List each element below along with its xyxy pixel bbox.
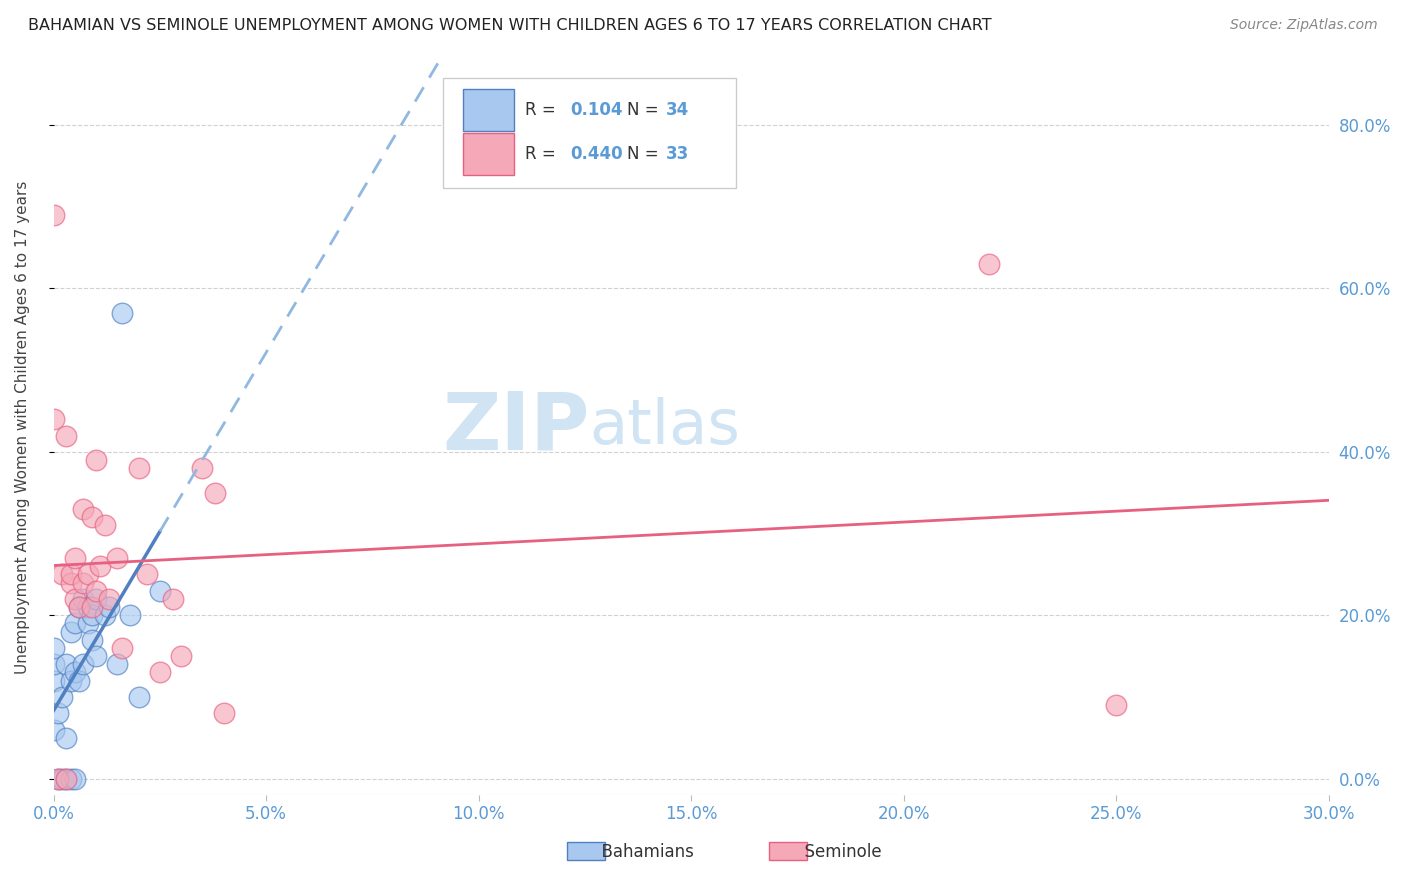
Text: 0.440: 0.440: [569, 145, 623, 162]
Point: [42, 640, 65, 655]
Point: [93, 518, 115, 533]
Y-axis label: Unemployment Among Women with Children Ages 6 to 17 years: Unemployment Among Women with Children A…: [15, 181, 30, 674]
Point: [84, 453, 107, 467]
Text: 34: 34: [665, 101, 689, 119]
Text: 33: 33: [665, 145, 689, 162]
Point: [170, 649, 193, 664]
Point: [76, 616, 98, 631]
Point: [59, 575, 82, 590]
FancyBboxPatch shape: [463, 89, 515, 131]
Point: [55, 731, 77, 745]
Point: [46, 772, 69, 786]
Point: [204, 485, 226, 500]
Point: [59, 567, 82, 582]
Point: [84, 591, 107, 606]
Point: [1105, 698, 1128, 713]
Point: [76, 567, 98, 582]
Point: [191, 461, 214, 475]
Text: Source: ZipAtlas.com: Source: ZipAtlas.com: [1230, 18, 1378, 32]
Point: [977, 257, 1000, 271]
Point: [105, 551, 128, 566]
FancyBboxPatch shape: [463, 133, 515, 175]
Point: [84, 649, 107, 664]
Point: [80, 632, 103, 647]
Text: atlas: atlas: [589, 397, 740, 458]
Text: N =: N =: [627, 101, 664, 119]
Point: [51, 567, 73, 582]
Point: [84, 583, 107, 598]
Point: [80, 608, 103, 623]
Point: [51, 772, 73, 786]
Point: [67, 673, 90, 688]
Text: BAHAMIAN VS SEMINOLE UNEMPLOYMENT AMONG WOMEN WITH CHILDREN AGES 6 TO 17 YEARS C: BAHAMIAN VS SEMINOLE UNEMPLOYMENT AMONG …: [28, 18, 991, 33]
Point: [51, 690, 73, 704]
Point: [46, 706, 69, 721]
Point: [72, 657, 94, 672]
Point: [80, 510, 103, 524]
FancyBboxPatch shape: [443, 78, 735, 188]
Point: [59, 772, 82, 786]
Point: [72, 591, 94, 606]
Point: [42, 208, 65, 222]
Point: [97, 591, 120, 606]
Point: [59, 673, 82, 688]
Point: [149, 583, 172, 598]
Point: [149, 665, 172, 680]
Point: [93, 608, 115, 623]
Point: [72, 502, 94, 516]
FancyBboxPatch shape: [769, 842, 807, 860]
Point: [55, 428, 77, 442]
Point: [72, 575, 94, 590]
Point: [67, 600, 90, 615]
FancyBboxPatch shape: [567, 842, 605, 860]
Text: ZIP: ZIP: [441, 388, 589, 467]
Point: [63, 551, 86, 566]
Point: [42, 657, 65, 672]
Point: [105, 657, 128, 672]
Point: [80, 600, 103, 615]
Point: [97, 600, 120, 615]
Point: [120, 608, 142, 623]
Point: [162, 591, 184, 606]
Point: [63, 665, 86, 680]
Text: R =: R =: [526, 145, 561, 162]
Point: [63, 591, 86, 606]
Point: [111, 306, 134, 320]
Point: [55, 772, 77, 786]
Point: [59, 624, 82, 639]
Point: [89, 559, 111, 574]
Text: R =: R =: [526, 101, 561, 119]
Point: [67, 600, 90, 615]
Point: [63, 616, 86, 631]
Text: Bahamians: Bahamians: [591, 843, 693, 861]
Point: [46, 772, 69, 786]
Point: [42, 673, 65, 688]
Point: [76, 600, 98, 615]
Text: Seminole: Seminole: [794, 843, 882, 861]
Point: [136, 567, 159, 582]
Text: N =: N =: [627, 145, 664, 162]
Point: [212, 706, 235, 721]
Point: [128, 690, 150, 704]
Point: [55, 657, 77, 672]
Point: [128, 461, 150, 475]
Point: [55, 772, 77, 786]
Point: [42, 723, 65, 737]
Point: [111, 640, 134, 655]
Point: [42, 412, 65, 426]
Point: [63, 772, 86, 786]
Text: 0.104: 0.104: [569, 101, 623, 119]
